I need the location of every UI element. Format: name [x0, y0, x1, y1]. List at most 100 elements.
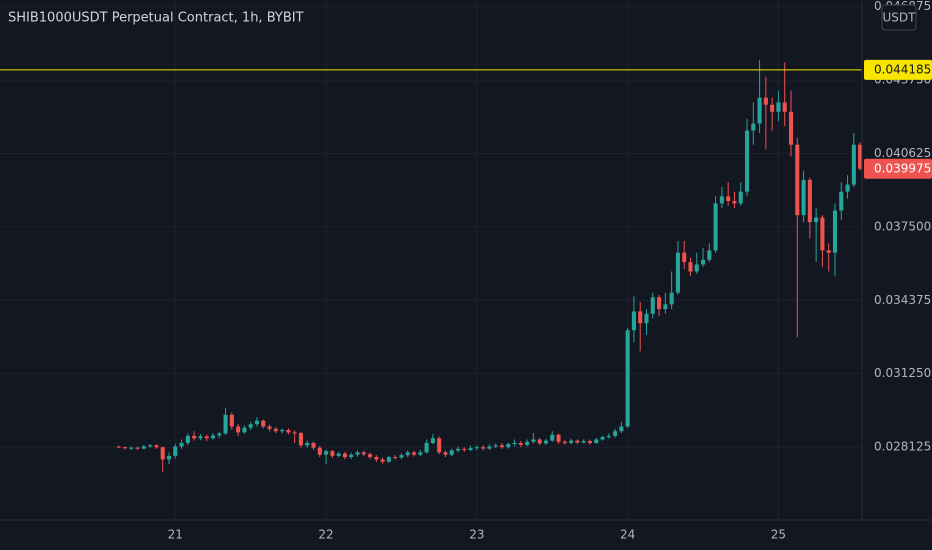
candle-body [499, 445, 505, 448]
candle-body [192, 435, 197, 439]
candle-body [437, 438, 442, 453]
candle-body [531, 439, 536, 442]
candle-body [160, 447, 165, 460]
y-tick-label: 0.034375 [874, 293, 931, 307]
candle-body [298, 433, 303, 446]
candle-body [116, 446, 121, 448]
candle-body [719, 196, 724, 204]
y-tick-label: 0.040625 [874, 146, 931, 160]
candle-body [342, 453, 347, 458]
candle-body [223, 414, 228, 434]
candle-body [543, 440, 549, 444]
candle-body [751, 123, 756, 131]
candle-body [204, 436, 209, 439]
candle-body [148, 445, 153, 447]
candle-body [625, 330, 630, 427]
candle-body [782, 102, 787, 112]
candle-body [273, 428, 278, 432]
candle-body [217, 433, 222, 436]
candle-body [606, 435, 611, 438]
candle-body [380, 459, 385, 462]
candle-body [757, 97, 762, 124]
candle-body [330, 451, 335, 456]
last-price-label: 0.039975 [874, 161, 931, 175]
x-tick-label: 21 [168, 528, 183, 542]
candle-body [682, 252, 687, 263]
candle-body [732, 201, 737, 204]
grid [0, 0, 862, 520]
candle-body [650, 297, 655, 314]
candle-body [129, 447, 134, 449]
candle-body [826, 250, 831, 253]
candle-body [185, 435, 190, 443]
candle-body [424, 442, 429, 453]
candle-body [851, 144, 856, 185]
candles [0, 60, 863, 473]
candle-body [814, 217, 819, 223]
candle-body [411, 452, 417, 455]
candle-body [418, 452, 423, 455]
candle-body [242, 427, 247, 433]
candle-body [594, 439, 599, 443]
candle-body [770, 104, 775, 112]
candle-body [487, 446, 492, 449]
candle-body [493, 445, 498, 447]
y-tick-label: 0.028125 [874, 440, 931, 454]
unit-label[interactable]: USDT [883, 11, 917, 25]
candle-body [688, 262, 693, 272]
candle-body [713, 203, 718, 251]
candle-body [518, 442, 523, 445]
candle-body [858, 144, 863, 169]
candle-body [267, 426, 272, 429]
candle-body [832, 210, 838, 253]
x-tick-label: 23 [469, 528, 484, 542]
candle-body [135, 447, 140, 449]
candle-body [317, 447, 322, 455]
candle-body [701, 259, 706, 265]
candle-body [550, 434, 555, 441]
candle-body [537, 439, 542, 444]
candle-body [430, 438, 435, 443]
last-price-box [864, 158, 932, 179]
candle-body [324, 451, 329, 455]
candle-body [393, 457, 398, 459]
candle-body [166, 455, 172, 460]
price-line-label-box [864, 59, 932, 80]
candle-body [229, 414, 234, 427]
price-line-label: 0.044185 [874, 62, 931, 76]
candle-body [619, 426, 624, 432]
candle-body [141, 446, 146, 449]
candle-body [280, 430, 285, 432]
candle-body [305, 442, 310, 446]
candle-body [807, 179, 812, 223]
candle-body [788, 111, 794, 145]
candle-body [600, 437, 605, 440]
chart-title: SHIB1000USDT Perpetual Contract, 1h, BYB… [8, 11, 304, 26]
candle-body [248, 424, 253, 428]
candle-body [506, 444, 511, 448]
candle-body [173, 446, 178, 456]
candle-body [644, 313, 649, 324]
axis-labels: 0.028125 0.031250 0.034375 0.037500 0.040625… [168, 0, 932, 542]
candle-body [311, 442, 316, 448]
candle-body [776, 102, 781, 112]
candle-body [286, 430, 291, 433]
candle-body [657, 297, 662, 310]
candle-body [368, 454, 373, 458]
candle-body [122, 447, 128, 449]
candle-body [468, 448, 473, 451]
candle-body [638, 311, 643, 324]
candle-body [261, 420, 266, 427]
candle-body [744, 130, 750, 192]
unit-button[interactable] [881, 4, 917, 31]
candle-body [405, 452, 410, 456]
candle-body [443, 452, 448, 455]
candle-body [210, 435, 216, 439]
candle-body [707, 250, 712, 260]
candle-body [336, 453, 341, 456]
candle-body [236, 426, 241, 433]
candle-body [839, 191, 844, 211]
y-tick-label: 0.037500 [874, 219, 931, 233]
